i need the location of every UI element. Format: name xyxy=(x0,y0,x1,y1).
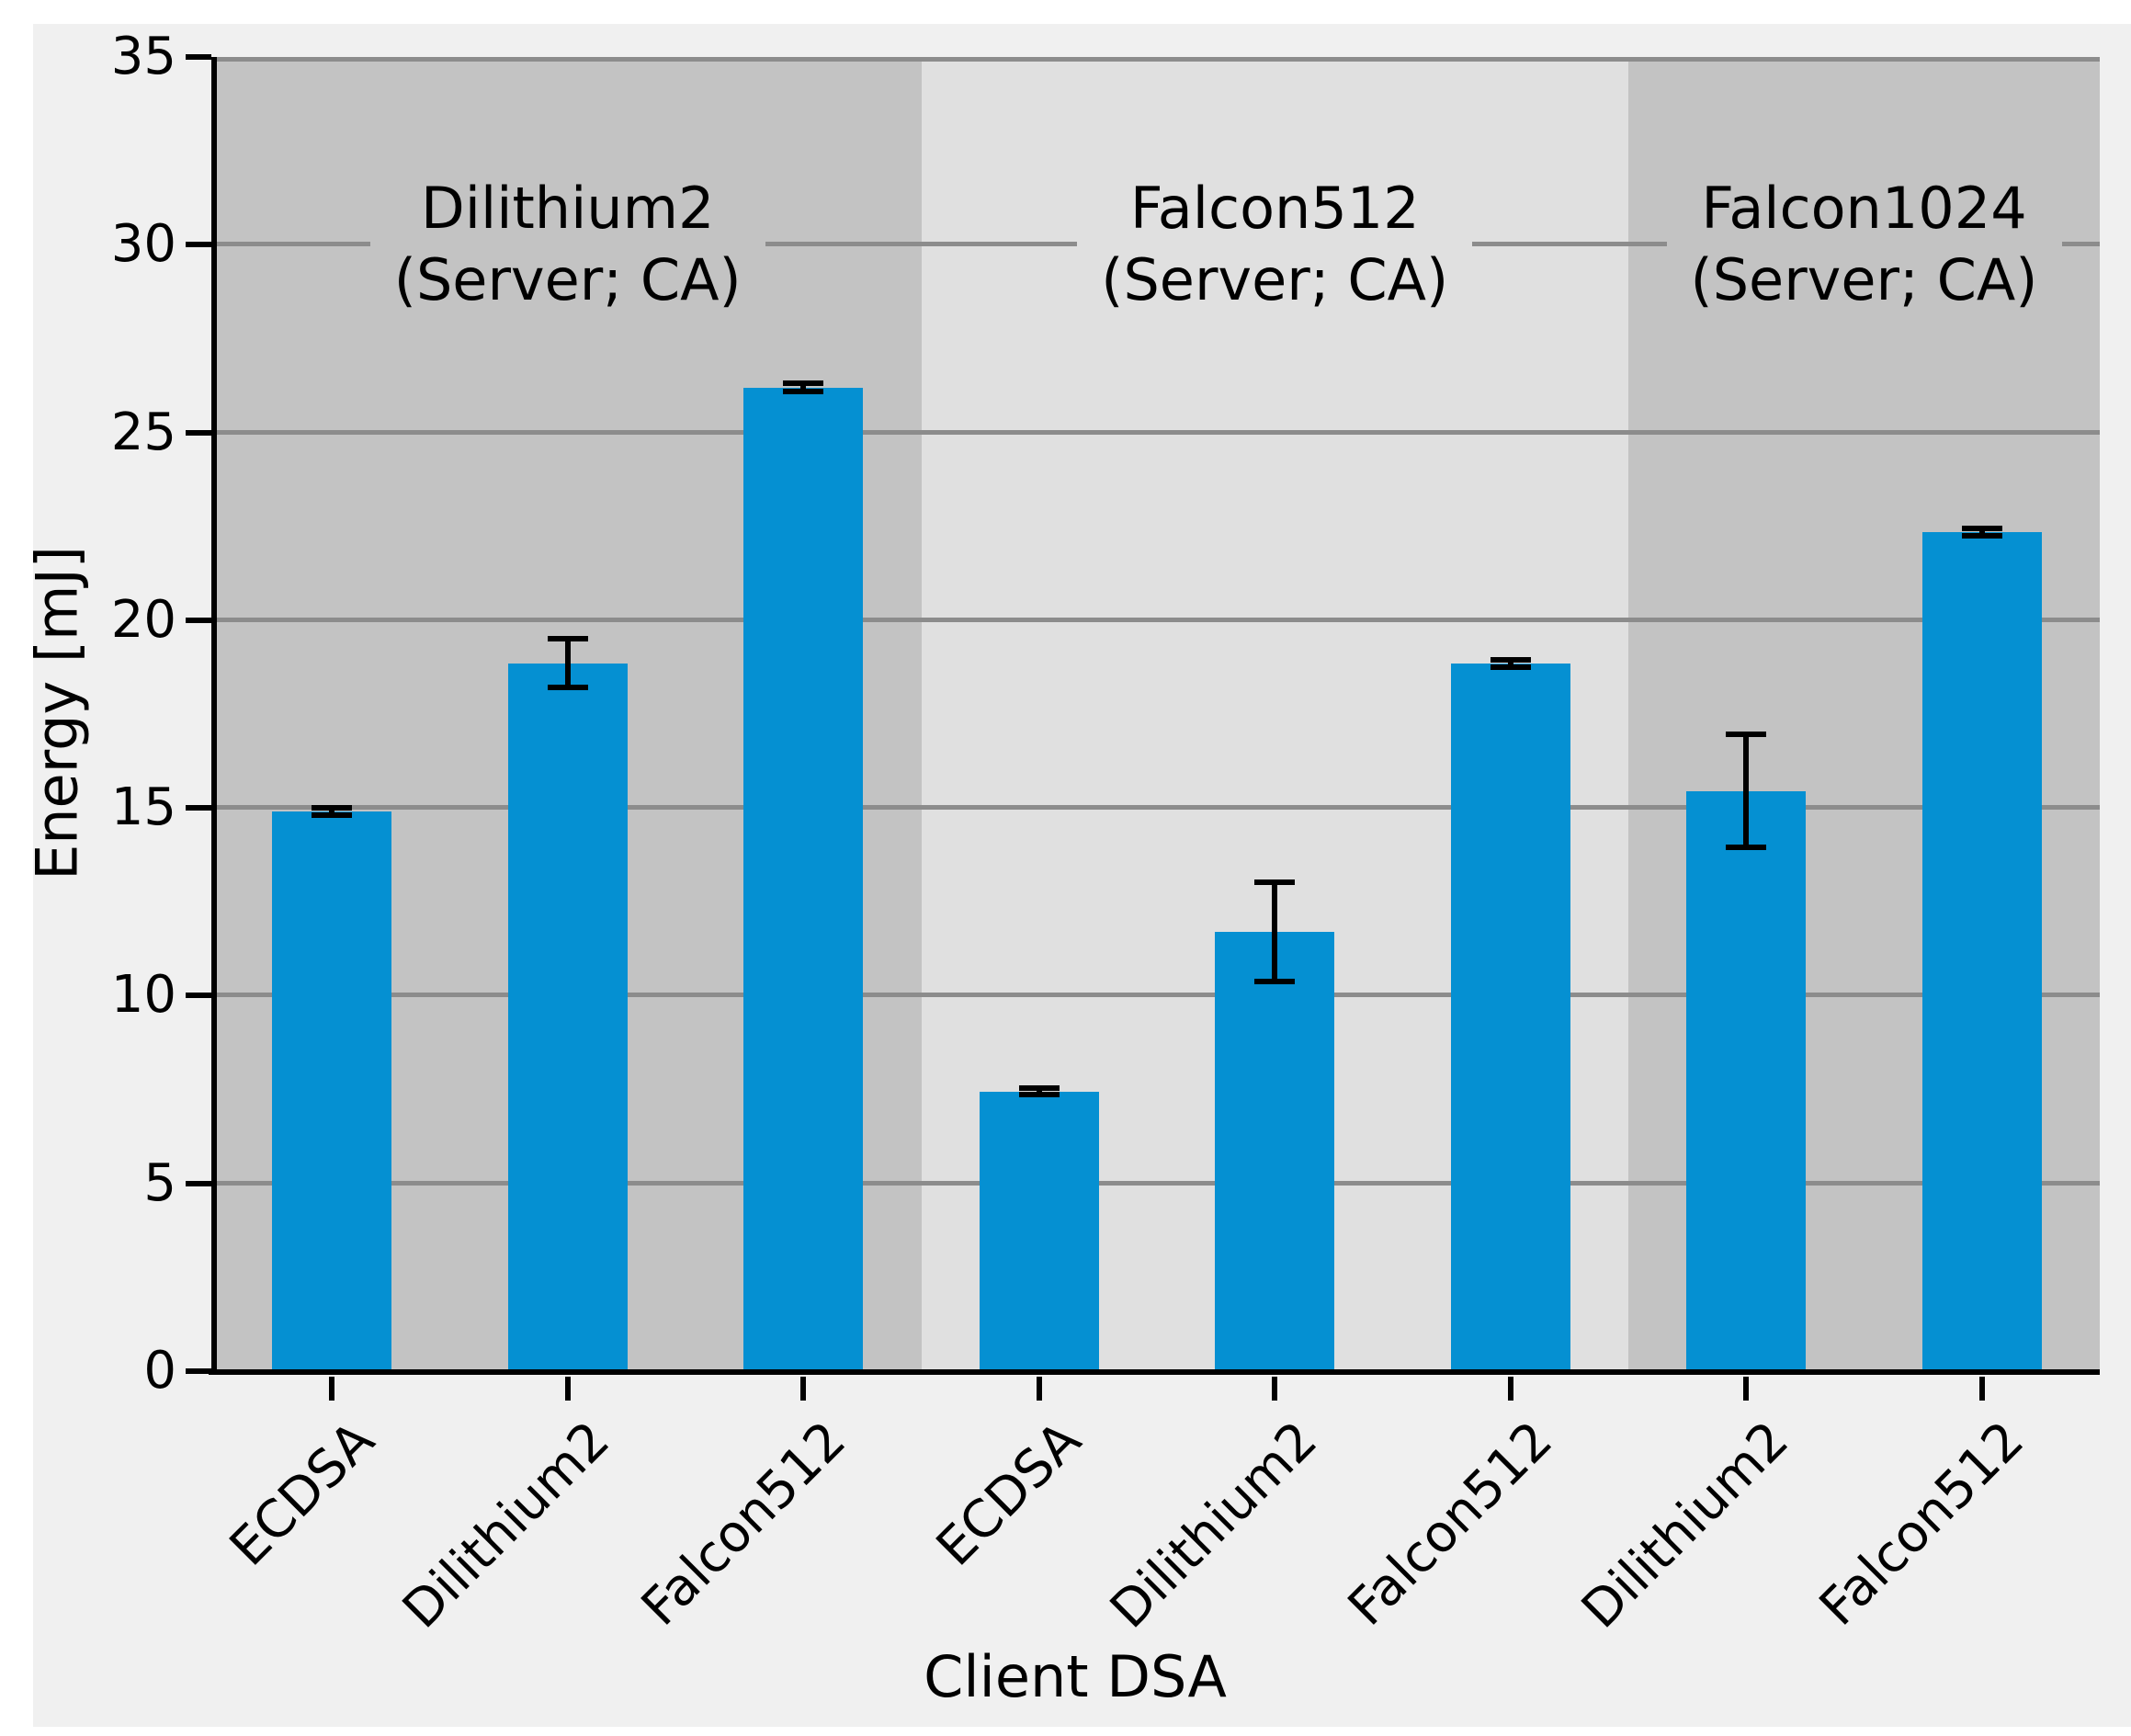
y-tick xyxy=(186,805,211,811)
y-tick xyxy=(186,1368,211,1374)
bar xyxy=(743,387,864,1371)
group-title-line2: (Server; CA) xyxy=(393,246,742,314)
error-bar-line xyxy=(1036,1088,1042,1095)
y-tick-label: 0 xyxy=(143,1341,176,1401)
error-bar-cap-bottom xyxy=(1961,532,2002,539)
bar xyxy=(979,1091,1099,1371)
error-bar-cap-top xyxy=(1018,1085,1060,1092)
bar xyxy=(1921,531,2042,1371)
error-bar-cap-top xyxy=(547,636,588,642)
gridline xyxy=(214,1180,2100,1186)
group-title-line2: (Server; CA) xyxy=(1101,246,1449,314)
error-bar-cap-bottom xyxy=(312,812,353,819)
error-bar-cap-bottom xyxy=(1018,1091,1060,1097)
error-bar-cap-top xyxy=(1254,879,1296,885)
y-tick xyxy=(186,54,211,60)
error-bar-cap-top xyxy=(1726,732,1767,738)
bar xyxy=(272,811,392,1371)
y-tick xyxy=(186,617,211,623)
group-title-line2: (Server; CA) xyxy=(1690,246,2038,314)
bar xyxy=(1215,931,1335,1371)
y-axis-spine xyxy=(211,57,217,1375)
group-title-line1: Falcon1024 xyxy=(1701,175,2027,243)
x-tick xyxy=(1272,1377,1278,1401)
plot-area: Dilithium2 (Server; CA) Falcon512 (Server; … xyxy=(214,57,2100,1371)
group-title: Dilithium2 (Server; CA) xyxy=(369,169,765,321)
y-tick-label: 10 xyxy=(110,965,176,1026)
bar xyxy=(507,663,628,1371)
gridline xyxy=(214,805,2100,811)
y-tick-label: 15 xyxy=(110,777,176,838)
y-tick-label: 25 xyxy=(110,402,176,462)
x-axis-label: Client DSA xyxy=(924,1643,1227,1710)
y-tick-label: 35 xyxy=(110,27,176,86)
x-axis-spine xyxy=(209,1369,2100,1375)
group-title: Falcon1024 (Server; CA) xyxy=(1666,169,2062,321)
gridline xyxy=(214,617,2100,622)
error-bar-cap-top xyxy=(312,805,353,811)
error-bar-line xyxy=(1743,734,1750,848)
x-tick xyxy=(800,1377,807,1401)
y-tick xyxy=(186,429,211,436)
group-title: Falcon512 (Server; CA) xyxy=(1077,169,1473,321)
error-bar-cap-bottom xyxy=(547,685,588,691)
y-tick xyxy=(186,242,211,248)
x-tick xyxy=(1507,1377,1513,1401)
gridline xyxy=(214,993,2100,998)
group-title-line1: Falcon512 xyxy=(1129,175,1420,243)
bar xyxy=(1686,790,1807,1371)
error-bar-cap-bottom xyxy=(1490,664,1531,670)
x-tick xyxy=(329,1377,335,1401)
y-tick xyxy=(186,993,211,999)
y-tick-label: 20 xyxy=(110,589,176,650)
error-bar-line xyxy=(800,382,807,392)
x-tick xyxy=(1036,1377,1042,1401)
error-bar-line xyxy=(1272,881,1278,982)
error-bar-cap-bottom xyxy=(783,389,824,395)
x-tick xyxy=(1743,1377,1750,1401)
gridline xyxy=(214,57,2100,62)
x-tick xyxy=(564,1377,571,1401)
error-bar-line xyxy=(1507,660,1513,667)
error-bar-cap-top xyxy=(1490,657,1531,664)
error-bar-cap-bottom xyxy=(1726,845,1767,851)
error-bar-cap-bottom xyxy=(1254,979,1296,985)
group-title-line1: Dilithium2 xyxy=(421,175,715,243)
error-bar-cap-top xyxy=(1961,525,2002,531)
y-tick-label: 30 xyxy=(110,214,176,275)
bar xyxy=(1450,663,1570,1371)
error-bar-line xyxy=(564,639,571,688)
x-tick xyxy=(1978,1377,1985,1401)
gridline xyxy=(214,429,2100,435)
error-bar-line xyxy=(1978,528,1985,536)
y-tick-label: 5 xyxy=(143,1152,176,1213)
error-bar-line xyxy=(329,808,335,816)
error-bar-cap-top xyxy=(783,380,824,386)
y-tick xyxy=(186,1180,211,1186)
